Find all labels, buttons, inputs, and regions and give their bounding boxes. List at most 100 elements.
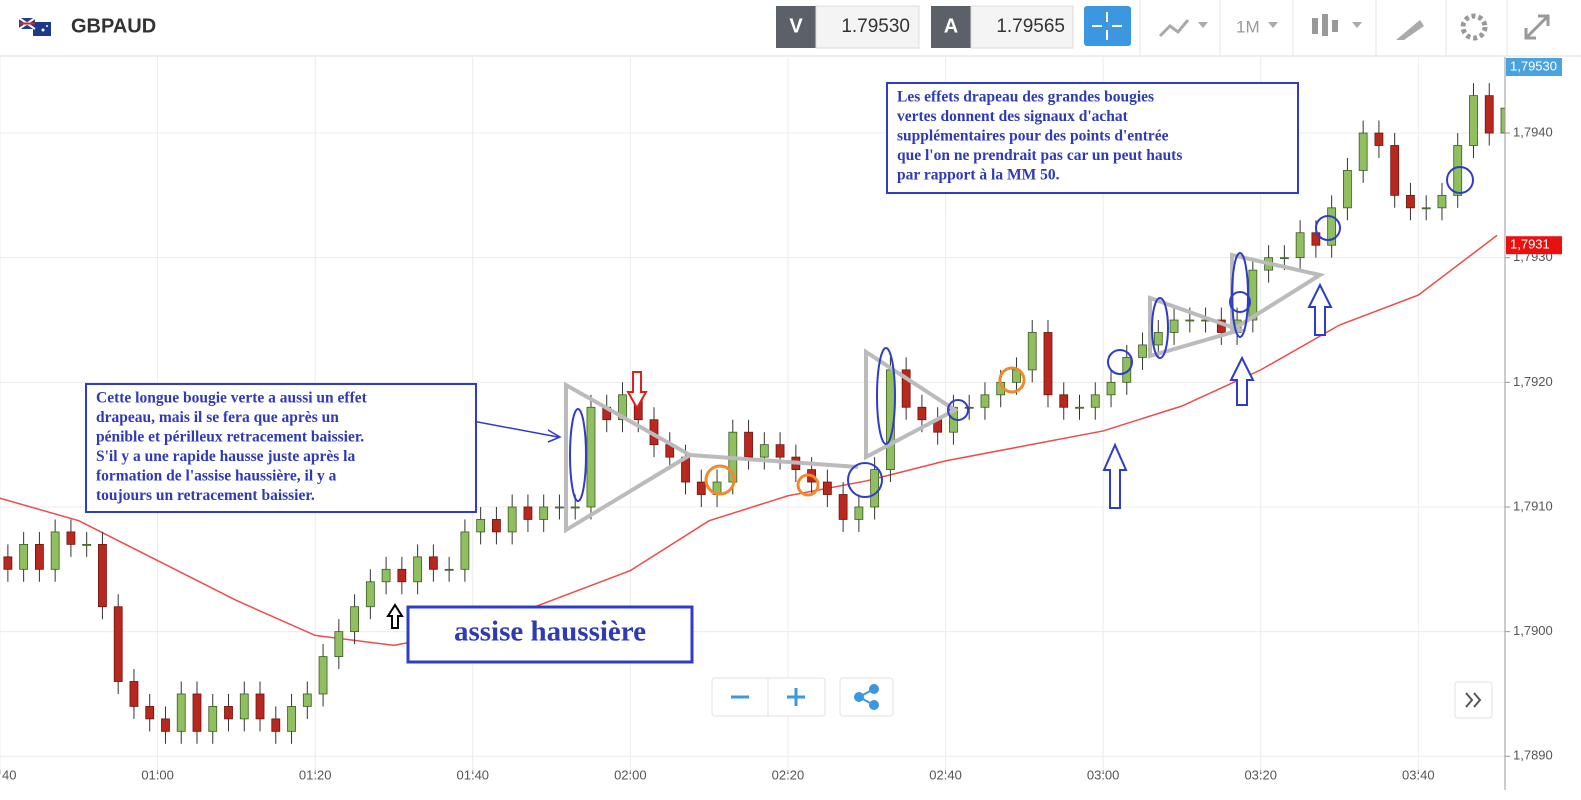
- candle-body: [1437, 194, 1447, 209]
- candle-body: [82, 543, 92, 546]
- price-tag-label: 1,79530: [1510, 58, 1557, 73]
- candle-body: [523, 506, 533, 520]
- y-tick-label: 1,7910: [1513, 498, 1553, 513]
- blue-circles: [569, 166, 1474, 502]
- candle-body: [50, 531, 60, 570]
- candle-body: [3, 556, 13, 570]
- flag: [18, 17, 51, 36]
- x-tick-label: 03:00: [1087, 767, 1120, 782]
- chart-type-button[interactable]: [1158, 19, 1208, 38]
- scroll-right-icon: [1465, 692, 1482, 708]
- candle-body: [1027, 332, 1037, 371]
- annotation-text: Cette longue bougie verte a aussi un eff…: [96, 89, 1182, 648]
- down-arrow: [626, 371, 648, 411]
- candle-body: [1122, 357, 1132, 383]
- settings-button[interactable]: [1460, 13, 1488, 41]
- candle-body: [224, 706, 233, 720]
- annotation-line: que l'on ne prendrait pas car un peut ha…: [897, 147, 1182, 164]
- annotation-line: drapeau, mais il se fera que après un: [96, 409, 339, 426]
- candle-body: [1279, 257, 1289, 260]
- candle-body: [1421, 207, 1431, 210]
- candle-body: [1106, 381, 1116, 396]
- timeframe[interactable]: 1M: [1236, 17, 1260, 36]
- candle-body: [1169, 319, 1179, 333]
- x-tick-label: 40: [2, 767, 16, 782]
- candle-body: [381, 568, 391, 583]
- x-tick-label: 03:20: [1244, 767, 1277, 782]
- up-arrows: [1102, 282, 1333, 509]
- candle-body: [507, 506, 517, 533]
- candle-body: [239, 693, 249, 720]
- candle-body: [1374, 132, 1384, 146]
- candle-body: [1469, 95, 1478, 146]
- candle-body: [917, 406, 927, 421]
- bid-button[interactable]: [776, 6, 816, 48]
- candle-body: [759, 444, 769, 458]
- candle-body: [365, 581, 375, 608]
- candle-body: [397, 568, 407, 583]
- x-tick-label: 01:20: [299, 767, 332, 782]
- candle-body: [161, 718, 170, 732]
- annotation-line: assise haussière: [454, 616, 646, 648]
- candle-body: [350, 606, 359, 633]
- ask-button[interactable]: [931, 6, 971, 48]
- candle-body: [838, 494, 848, 520]
- candle-body: [334, 631, 344, 657]
- bid-label: V: [789, 15, 803, 37]
- candle-body: [129, 681, 139, 707]
- x-tick-label: 02:20: [772, 767, 805, 782]
- connector: [466, 419, 559, 438]
- price-tag-label: 1,7931: [1510, 237, 1550, 252]
- candle-body: [901, 369, 911, 408]
- draw-button[interactable]: [1396, 20, 1424, 40]
- price-tag: [1506, 58, 1562, 76]
- candle-body: [1358, 132, 1368, 171]
- y-tick-label: 1,7900: [1513, 623, 1553, 638]
- candle-body: [1406, 194, 1415, 209]
- candle-body: [444, 568, 454, 571]
- candle-body: [302, 693, 312, 707]
- bid-price: 1.79530: [841, 16, 910, 37]
- y-tick-label: 1,7890: [1513, 748, 1553, 763]
- candle-body: [696, 481, 706, 495]
- candle-body: [1185, 319, 1195, 322]
- annotation-line: S'il y a une rapide hausse juste après l…: [96, 448, 355, 465]
- candle-body: [775, 444, 785, 458]
- crosshair-button[interactable]: [1084, 6, 1131, 46]
- annotation-box: [85, 383, 477, 513]
- timeframe-caret: [1268, 22, 1278, 28]
- fullscreen-button[interactable]: [1524, 14, 1550, 40]
- candle-body: [555, 506, 564, 509]
- ask-box: [970, 5, 1074, 49]
- zoom-in[interactable]: [787, 688, 805, 706]
- candle-body: [1153, 332, 1163, 346]
- annotation-line: Les effets drapeau des grandes bougies: [897, 89, 1154, 106]
- candle-body: [854, 506, 864, 520]
- candle-body: [744, 431, 753, 458]
- annotation-box: [406, 605, 694, 664]
- candle-body: [1090, 394, 1100, 408]
- candle-body: [460, 531, 470, 570]
- candle-body: [192, 693, 202, 732]
- price-tag: [1506, 236, 1562, 255]
- candle-body: [1043, 332, 1053, 396]
- x-tick-label: 01:40: [457, 767, 490, 782]
- annotation-line: formation de l'assise haussière, il y a: [96, 468, 337, 485]
- candle-body: [66, 531, 76, 545]
- annotation-line: supplémentaires pour des points d'entrée: [897, 128, 1169, 145]
- scroll-right-button[interactable]: [1454, 681, 1493, 719]
- candles-button[interactable]: [1312, 14, 1362, 36]
- candle-body: [1059, 394, 1069, 408]
- candle-body: [413, 556, 423, 583]
- candle-body: [1138, 344, 1147, 358]
- candle-body: [19, 543, 29, 570]
- orange-circles: [704, 366, 1026, 497]
- candle-body: [492, 519, 501, 533]
- share-button[interactable]: [839, 677, 894, 717]
- annotation-line: Cette longue bougie verte a aussi un eff…: [96, 390, 368, 407]
- connector-head: [547, 429, 562, 443]
- candle-body: [1390, 145, 1400, 196]
- candle-body: [1311, 232, 1321, 246]
- candle-body: [1500, 107, 1505, 134]
